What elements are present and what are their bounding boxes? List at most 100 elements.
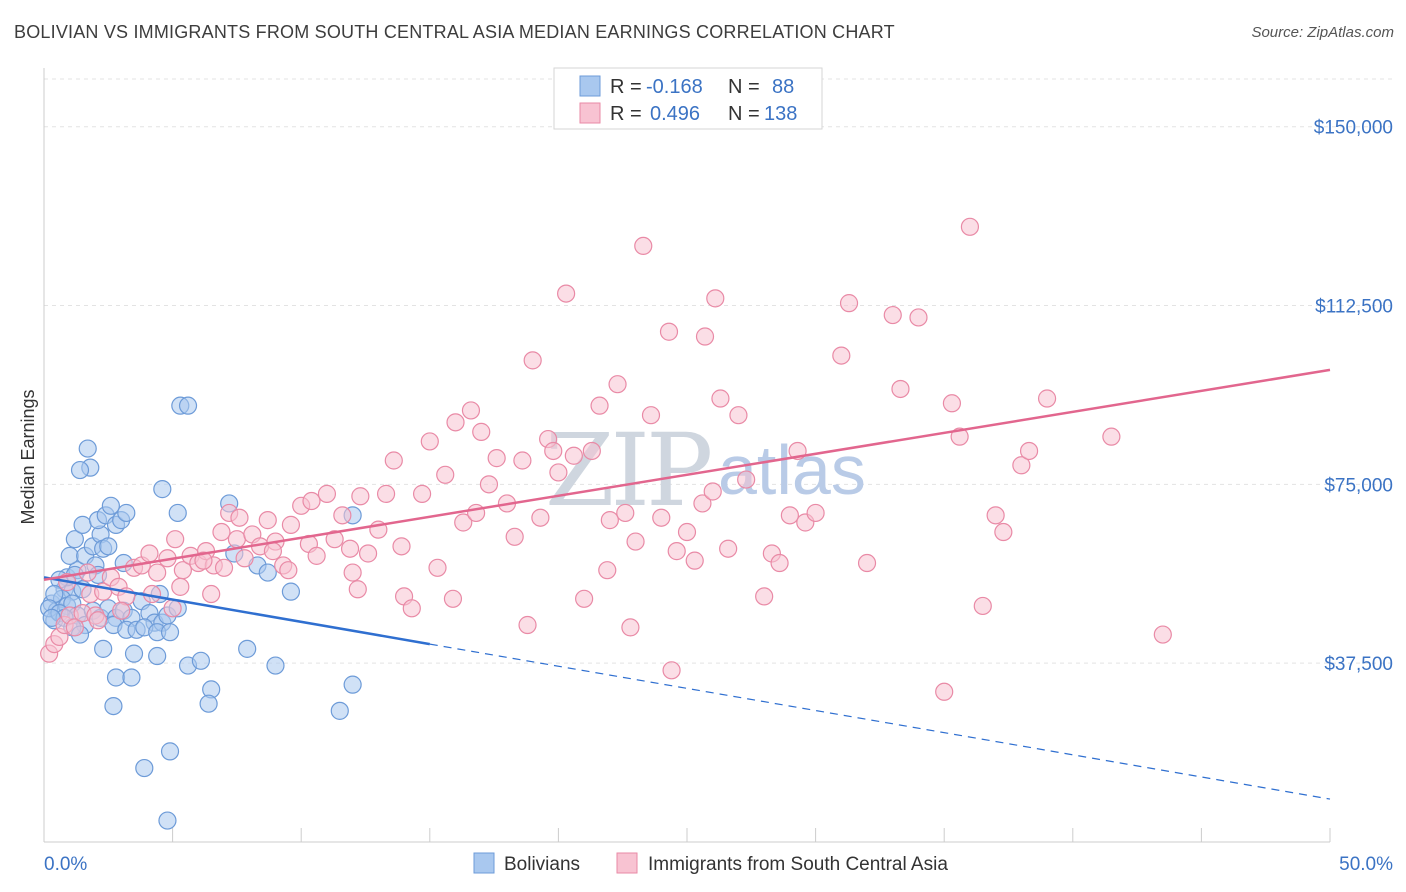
legend-n-label-2: N = bbox=[728, 103, 760, 125]
point-immigrants bbox=[376, 484, 396, 503]
point-immigrants bbox=[479, 475, 499, 494]
point-immigrants bbox=[518, 615, 537, 635]
y-tick-labels: $37,500 $75,000 $112,500 $150,000 bbox=[1314, 118, 1393, 675]
point-immigrants bbox=[446, 413, 465, 432]
point-immigrants bbox=[634, 236, 653, 256]
point-immigrants bbox=[166, 530, 185, 549]
axes bbox=[43, 68, 1331, 843]
point-bolivians bbox=[153, 480, 172, 499]
point-immigrants bbox=[263, 542, 283, 561]
legend-r-value-2: 0.496 bbox=[650, 103, 700, 125]
series-legend: Bolivians Immigrants from South Central … bbox=[473, 852, 948, 875]
point-bolivians bbox=[160, 623, 180, 642]
point-immigrants bbox=[608, 375, 627, 394]
point-immigrants bbox=[693, 494, 712, 513]
point-immigrants bbox=[333, 506, 352, 525]
point-immigrants bbox=[994, 522, 1013, 542]
point-immigrants bbox=[685, 551, 704, 570]
point-immigrants bbox=[140, 544, 159, 563]
point-bolivians bbox=[266, 656, 285, 675]
point-immigrants bbox=[148, 563, 167, 582]
point-immigrants bbox=[575, 589, 594, 608]
point-immigrants bbox=[891, 379, 910, 399]
point-bolivians bbox=[343, 675, 362, 694]
legend-swatch-bolivians bbox=[579, 75, 601, 97]
legend-n-label-1: N = bbox=[728, 76, 760, 98]
point-immigrants bbox=[202, 584, 221, 604]
point-bolivians bbox=[158, 811, 177, 830]
y-tick-label: $75,000 bbox=[1324, 475, 1393, 496]
point-immigrants bbox=[163, 599, 182, 618]
point-immigrants bbox=[621, 618, 640, 637]
point-bolivians bbox=[191, 651, 210, 670]
point-immigrants bbox=[662, 661, 681, 680]
x-tick-label-min: 0.0% bbox=[44, 854, 87, 875]
data-points bbox=[40, 217, 1172, 830]
point-immigrants bbox=[711, 389, 730, 408]
point-immigrants bbox=[343, 563, 362, 582]
point-immigrants bbox=[227, 530, 246, 549]
trend-line-bolivians-extension bbox=[429, 643, 1331, 800]
point-bolivians bbox=[70, 460, 90, 480]
y-tick-label: $112,500 bbox=[1315, 297, 1393, 318]
x-tick-label-max: 50.0% bbox=[1339, 854, 1393, 875]
point-immigrants bbox=[942, 394, 962, 413]
trend-lines bbox=[43, 368, 1331, 800]
point-bolivians bbox=[199, 694, 218, 713]
point-immigrants bbox=[443, 589, 463, 608]
point-immigrants bbox=[279, 561, 298, 580]
point-bolivians bbox=[238, 639, 257, 658]
legend-r-value-1: -0.168 bbox=[646, 76, 703, 98]
point-immigrants bbox=[1037, 389, 1057, 408]
point-immigrants bbox=[402, 599, 421, 618]
point-immigrants bbox=[340, 539, 360, 558]
point-immigrants bbox=[652, 508, 671, 527]
point-immigrants bbox=[806, 503, 825, 523]
point-immigrants bbox=[258, 511, 277, 530]
point-bolivians bbox=[65, 530, 84, 549]
point-immigrants bbox=[454, 513, 473, 532]
point-immigrants bbox=[325, 530, 344, 549]
point-immigrants bbox=[428, 558, 447, 577]
gridlines bbox=[44, 78, 1395, 664]
point-immigrants bbox=[909, 308, 928, 327]
point-immigrants bbox=[513, 451, 532, 470]
point-immigrants bbox=[112, 601, 131, 620]
point-immigrants bbox=[1102, 427, 1121, 446]
point-bolivians bbox=[122, 668, 141, 687]
point-immigrants bbox=[1153, 625, 1172, 644]
point-immigrants bbox=[544, 441, 563, 461]
point-immigrants bbox=[677, 522, 697, 542]
point-immigrants bbox=[659, 322, 679, 341]
point-immigrants bbox=[531, 508, 550, 527]
point-immigrants bbox=[582, 441, 601, 461]
point-immigrants bbox=[557, 284, 576, 303]
point-immigrants bbox=[719, 539, 738, 558]
watermark-atlas: atlas bbox=[718, 431, 866, 509]
bottom-legend-swatch-bolivians bbox=[473, 852, 495, 874]
x-tick-labels: 0.0% 50.0% bbox=[44, 854, 1393, 875]
point-bolivians bbox=[178, 396, 198, 415]
point-immigrants bbox=[412, 484, 432, 503]
point-bolivians bbox=[78, 439, 97, 458]
point-bolivians bbox=[148, 646, 167, 666]
y-tick-label: $150,000 bbox=[1314, 118, 1393, 139]
point-immigrants bbox=[351, 487, 370, 506]
y-tick-label: $37,500 bbox=[1324, 654, 1393, 675]
point-immigrants bbox=[598, 561, 617, 580]
point-immigrants bbox=[436, 465, 455, 484]
trend-line-bolivians bbox=[43, 576, 431, 646]
point-immigrants bbox=[857, 553, 877, 573]
legend-n-value-2: 138 bbox=[764, 103, 797, 125]
point-immigrants bbox=[590, 396, 609, 415]
point-immigrants bbox=[461, 401, 481, 420]
point-immigrants bbox=[392, 537, 411, 556]
point-immigrants bbox=[281, 515, 301, 534]
point-bolivians bbox=[104, 696, 123, 716]
point-bolivians bbox=[101, 496, 120, 515]
point-immigrants bbox=[230, 508, 249, 527]
point-immigrants bbox=[214, 558, 234, 577]
point-immigrants bbox=[420, 432, 439, 451]
point-immigrants bbox=[307, 546, 326, 565]
